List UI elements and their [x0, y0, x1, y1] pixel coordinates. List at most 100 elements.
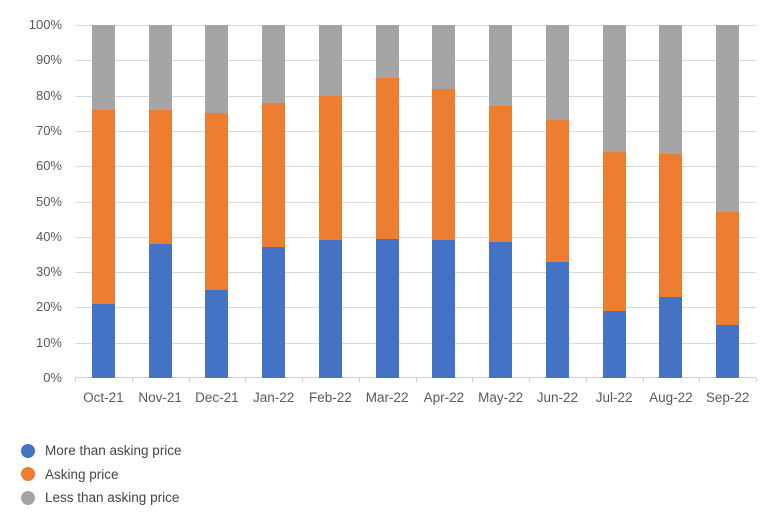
- x-axis-tick: [188, 378, 190, 382]
- bar-segment-asking-price: [91, 109, 115, 304]
- plot-area: [75, 25, 757, 382]
- bar-segment-asking-price: [716, 212, 740, 326]
- x-axis-tick: [358, 378, 360, 382]
- x-axis-tick: [756, 378, 757, 382]
- bar-segment-more-than-asking-price: [205, 289, 229, 378]
- bar-segment-asking-price: [262, 102, 286, 248]
- y-axis-tick-label: 20%: [35, 299, 62, 315]
- bar-segment-less-than-asking-price: [659, 25, 683, 154]
- bar-group-oct-21: [91, 25, 115, 378]
- legend-swatch-gray-circle-icon: [21, 490, 35, 505]
- x-axis-tick: [642, 378, 644, 382]
- x-axis-tick: [245, 378, 247, 382]
- bar-segment-less-than-asking-price: [489, 25, 513, 107]
- x-axis-tick: [302, 378, 303, 382]
- bar-segment-less-than-asking-price: [148, 25, 172, 110]
- bar-segment-less-than-asking-price: [205, 25, 229, 114]
- gridline: [75, 272, 756, 274]
- bar-segment-less-than-asking-price: [262, 25, 286, 103]
- bar-segment-more-than-asking-price: [716, 325, 740, 378]
- bar-group-feb-22: [318, 25, 342, 378]
- bar-segment-asking-price: [148, 109, 172, 244]
- legend-swatch-blue-circle-icon: [21, 443, 35, 458]
- y-axis-tick-label: 80%: [35, 87, 62, 103]
- y-axis-tick-label: 100%: [28, 17, 62, 32]
- legend-item-less-than-asking-price: Less than asking price: [21, 486, 182, 510]
- x-axis-tick: [415, 378, 417, 382]
- gridline: [75, 60, 756, 62]
- y-axis-tick-label: 60%: [35, 158, 62, 174]
- bar-group-jul-22: [602, 25, 626, 378]
- bar-segment-more-than-asking-price: [602, 310, 626, 378]
- y-axis-tick-label: 50%: [35, 193, 62, 209]
- bar-segment-more-than-asking-price: [432, 240, 456, 378]
- gridline: [75, 201, 756, 203]
- x-axis-tick-label: Sep-22: [705, 390, 750, 405]
- bar-segment-less-than-asking-price: [716, 25, 740, 213]
- legend-label: Less than asking price: [45, 490, 180, 506]
- bar-segment-less-than-asking-price: [318, 25, 342, 96]
- x-axis-tick-label: Apr-22: [423, 390, 465, 405]
- bar-group-mar-22: [375, 25, 399, 378]
- legend-swatch-orange-circle-icon: [21, 467, 35, 482]
- bar-segment-more-than-asking-price: [489, 242, 513, 378]
- gridline: [75, 307, 756, 309]
- bar-segment-more-than-asking-price: [262, 247, 286, 378]
- y-axis-tick-label: 10%: [35, 334, 62, 350]
- x-axis-tick-label: May-22: [478, 390, 524, 405]
- bar-group-dec-21: [205, 25, 229, 378]
- bar-segment-asking-price: [602, 152, 626, 311]
- x-axis-tick-label: Jun-22: [536, 390, 579, 405]
- bar-segment-more-than-asking-price: [545, 261, 569, 378]
- legend: More than asking price Asking price Less…: [21, 439, 182, 510]
- x-axis-tick: [131, 378, 133, 382]
- gridline: [75, 25, 756, 26]
- legend-item-asking-price: Asking price: [21, 463, 182, 487]
- x-axis-tick-label: Mar-22: [365, 390, 409, 405]
- gridline: [75, 130, 756, 132]
- x-axis-tick-label: Dec-21: [195, 390, 239, 405]
- bar-segment-less-than-asking-price: [432, 25, 456, 89]
- legend-label: More than asking price: [45, 443, 182, 459]
- bar-segment-less-than-asking-price: [602, 25, 626, 153]
- bar-segment-less-than-asking-price: [545, 25, 569, 121]
- x-axis-tick-label: Oct-21: [83, 390, 124, 405]
- bar-group-jun-22: [545, 25, 569, 378]
- x-axis-tick: [472, 378, 474, 382]
- gridline: [75, 166, 756, 168]
- bar-segment-more-than-asking-price: [318, 240, 342, 378]
- x-axis-tick: [699, 378, 701, 382]
- bar-group-sep-22: [716, 25, 740, 378]
- bar-segment-less-than-asking-price: [375, 25, 399, 78]
- bar-segment-asking-price: [432, 88, 456, 241]
- bar-segment-asking-price: [375, 77, 399, 239]
- gridline: [75, 342, 756, 344]
- x-axis-tick: [585, 378, 587, 382]
- bar-segment-more-than-asking-price: [148, 243, 172, 378]
- bar-segment-asking-price: [205, 113, 229, 290]
- bar-segment-more-than-asking-price: [375, 238, 399, 378]
- gridline: [75, 95, 756, 97]
- bar-segment-asking-price: [545, 120, 569, 262]
- x-axis-tick: [75, 378, 76, 382]
- x-axis-tick-label: Aug-22: [649, 390, 693, 405]
- x-axis-tick-label: Jul-22: [595, 390, 633, 405]
- legend-label: Asking price: [45, 466, 119, 482]
- bar-group-aug-22: [659, 25, 683, 378]
- y-axis-tick-label: 40%: [35, 228, 62, 244]
- x-axis-tick-label: Nov-21: [138, 390, 182, 405]
- y-axis-tick-label: 90%: [35, 52, 62, 68]
- bar-segment-more-than-asking-price: [659, 296, 683, 378]
- bar-segment-asking-price: [318, 95, 342, 241]
- bar-group-apr-22: [432, 25, 456, 378]
- legend-item-more-than-asking-price: More than asking price: [21, 439, 182, 463]
- y-axis-tick-label: 30%: [35, 264, 62, 280]
- bar-segment-asking-price: [489, 106, 513, 243]
- bar-segment-more-than-asking-price: [91, 303, 115, 378]
- x-axis-tick-label: Feb-22: [308, 390, 352, 405]
- bar-segment-asking-price: [659, 153, 683, 297]
- x-axis-tick-label: Jan-22: [252, 390, 295, 405]
- y-axis-tick-label: 70%: [35, 122, 62, 138]
- bar-group-nov-21: [148, 25, 172, 378]
